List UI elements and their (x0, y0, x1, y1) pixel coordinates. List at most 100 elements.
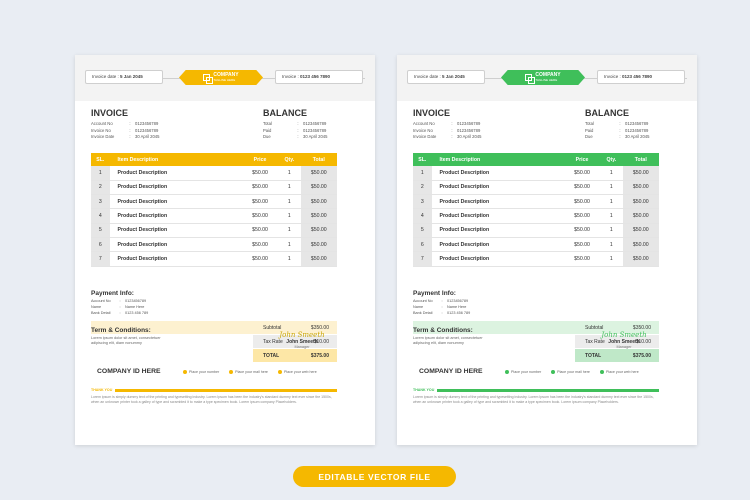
thank-you-label: THANK YOU (91, 388, 113, 392)
table-cell: Product Description (431, 208, 564, 224)
footer-text: Lorem ipsum is simply dummy text of the … (413, 395, 654, 404)
table-cell: Product Description (109, 223, 242, 238)
table-body: 1 Product Description $50.00 1 $50.00 2 Produc… (413, 166, 659, 267)
invoice-fields: Account No:0123456789 Invoice No:0123456… (413, 121, 482, 139)
table-cell: $50.00 (563, 237, 601, 253)
mail-contact: Place your mail here (551, 370, 590, 374)
table-cell: 2 (91, 180, 110, 196)
table-cell: 1 (600, 180, 623, 196)
table-cell: $50.00 (241, 180, 279, 196)
summary-strip (413, 321, 659, 334)
invoice-date-pill: Invoice date : 5 Jan 2045 (85, 70, 163, 84)
table-cell: Product Description (109, 251, 242, 267)
table-cell: Product Description (109, 166, 242, 181)
table-row: 6 Product Description $50.00 1 $50.00 (413, 237, 659, 253)
table-row: 7 Product Description $50.00 1 $50.00 (413, 251, 659, 267)
table-cell: 3 (413, 194, 432, 210)
table-cell: $50.00 (563, 251, 601, 267)
editable-vector-badge: EDITABLE VECTOR FILE (293, 466, 456, 487)
table-cell: 1 (278, 237, 301, 253)
table-cell: Product Description (431, 237, 564, 253)
balance-title: BALANCE (585, 108, 629, 118)
signature-block: John Smeeth John Smeeth Manager (589, 331, 659, 349)
table-cell: $50.00 (241, 166, 279, 181)
signer-role: Manager (616, 345, 632, 349)
summary-block: Subtotal $350.00 Tax Rate $10.00 TOTAL $375… (253, 321, 337, 363)
invoice-date-pill: Invoice date : 5 Jan 2045 (407, 70, 485, 84)
terms-text: Lorem ipsum dolor sit amet, consectetuer… (91, 336, 161, 345)
table-cell: $50.00 (563, 223, 601, 238)
table-cell: 7 (91, 251, 110, 267)
table-cell: Product Description (431, 194, 564, 210)
table-row: 5 Product Description $50.00 1 $50.00 (91, 223, 337, 238)
table-cell: 1 (278, 180, 301, 196)
company-id: COMPANY ID HERE (97, 368, 161, 375)
table-row: 2 Product Description $50.00 1 $50.00 (91, 180, 337, 196)
phone-icon (183, 370, 187, 374)
table-cell: $50.00 (241, 251, 279, 267)
table-cell: $50.00 (300, 208, 337, 224)
table-cell: $50.00 (622, 166, 659, 181)
invoice-fields: Account No:0123456789 Invoice No:0123456… (91, 121, 160, 139)
table-cell: $50.00 (563, 180, 601, 196)
subtotal-row: Subtotal $350.00 (253, 321, 337, 335)
tax-row: Tax Rate $10.00 (253, 335, 337, 349)
table-body: 1 Product Description $50.00 1 $50.00 2 Produc… (91, 166, 337, 267)
table-cell: 6 (91, 237, 110, 253)
web-contact: Place your web here (599, 370, 639, 374)
web-contact: Place your web here (277, 370, 317, 374)
table-cell: $50.00 (300, 223, 337, 238)
contact-list: Place your number Place your mail here P… (183, 370, 317, 374)
invoice-number-pill: Invoice : 0123 456 7890 (275, 70, 363, 84)
web-icon (599, 370, 604, 374)
table-cell: $50.00 (300, 251, 337, 267)
table-cell: 4 (413, 208, 432, 224)
table-cell: $50.00 (563, 166, 601, 181)
column-header: Qty. (278, 153, 301, 166)
table-cell: $50.00 (300, 237, 337, 253)
column-header: Item Description (109, 153, 242, 166)
table-cell: Product Description (109, 194, 242, 210)
logo-icon (203, 74, 214, 84)
table-cell: 1 (600, 208, 623, 224)
company-logo: COMPANY TAGLINE HERE (501, 70, 585, 85)
phone-icon (505, 370, 509, 374)
table-cell: 1 (600, 194, 623, 210)
summary-strip (91, 321, 337, 334)
items-table: SL. Item Description Price Qty. Total 1 Produ… (91, 153, 337, 267)
balance-fields: Total:0123456789 Paid:0123456789 Due:30 … (263, 121, 328, 139)
table-cell: Product Description (431, 166, 564, 181)
payment-info-title: Payment Info: (413, 290, 456, 297)
payment-fields: Account No:0123456789 Name: Name Here Ban… (413, 299, 471, 315)
invoice-title: INVOICE (413, 108, 451, 118)
table-cell: 5 (91, 223, 110, 238)
table-cell: $50.00 (300, 180, 337, 196)
table-cell: $50.00 (622, 194, 659, 210)
column-header: Price (241, 153, 279, 166)
table-cell: 1 (413, 166, 432, 181)
table-row: 3 Product Description $50.00 1 $50.00 (413, 194, 659, 210)
column-header: Total (300, 153, 337, 166)
subtotal-row: Subtotal $350.00 (575, 321, 659, 335)
signature: John Smeeth (279, 331, 325, 339)
table-cell: Product Description (431, 223, 564, 238)
terms-title: Term & Conditions: (91, 327, 151, 334)
table-cell: $50.00 (622, 223, 659, 238)
terms-text: Lorem ipsum dolor sit amet, consectetuer… (413, 336, 483, 345)
table-cell: $50.00 (241, 194, 279, 210)
column-header: Price (563, 153, 601, 166)
signer-name: John Smeeth (608, 339, 640, 345)
table-cell: 1 (278, 251, 301, 267)
table-cell: Product Description (431, 180, 564, 196)
terms-title: Term & Conditions: (413, 327, 473, 334)
table-row: 2 Product Description $50.00 1 $50.00 (413, 180, 659, 196)
web-icon (277, 370, 282, 374)
mail-icon (551, 370, 556, 374)
table-header-row: SL. Item Description Price Qty. Total (91, 153, 337, 166)
table-row: 7 Product Description $50.00 1 $50.00 (91, 251, 337, 267)
phone-contact: Place your number (183, 370, 219, 374)
table-header-row: SL. Item Description Price Qty. Total (413, 153, 659, 166)
phone-contact: Place your number (505, 370, 541, 374)
contact-list: Place your number Place your mail here P… (505, 370, 639, 374)
signer-role: Manager (294, 345, 310, 349)
